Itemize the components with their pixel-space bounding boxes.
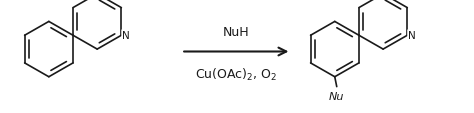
Text: NuH: NuH bbox=[223, 26, 250, 38]
Text: N: N bbox=[122, 31, 130, 41]
Text: Nu: Nu bbox=[329, 91, 345, 101]
Text: N: N bbox=[408, 31, 416, 41]
Text: Cu(OAc)$_2$, O$_2$: Cu(OAc)$_2$, O$_2$ bbox=[195, 66, 277, 82]
